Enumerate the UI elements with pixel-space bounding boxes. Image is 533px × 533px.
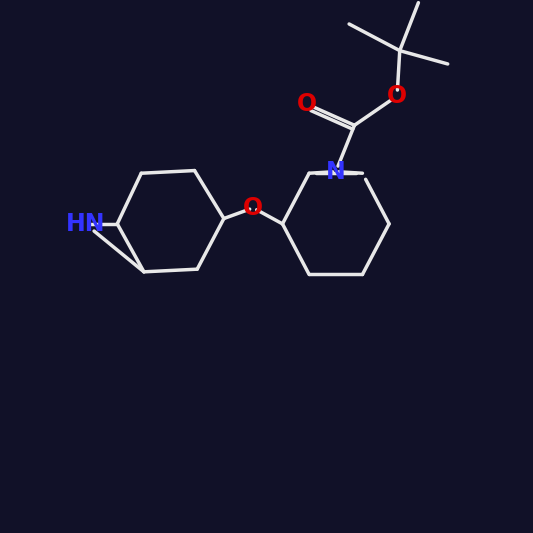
Text: O: O bbox=[387, 84, 407, 108]
Text: O: O bbox=[243, 196, 263, 220]
Text: O: O bbox=[296, 92, 317, 116]
Text: HN: HN bbox=[66, 212, 105, 236]
Text: N: N bbox=[326, 159, 346, 184]
